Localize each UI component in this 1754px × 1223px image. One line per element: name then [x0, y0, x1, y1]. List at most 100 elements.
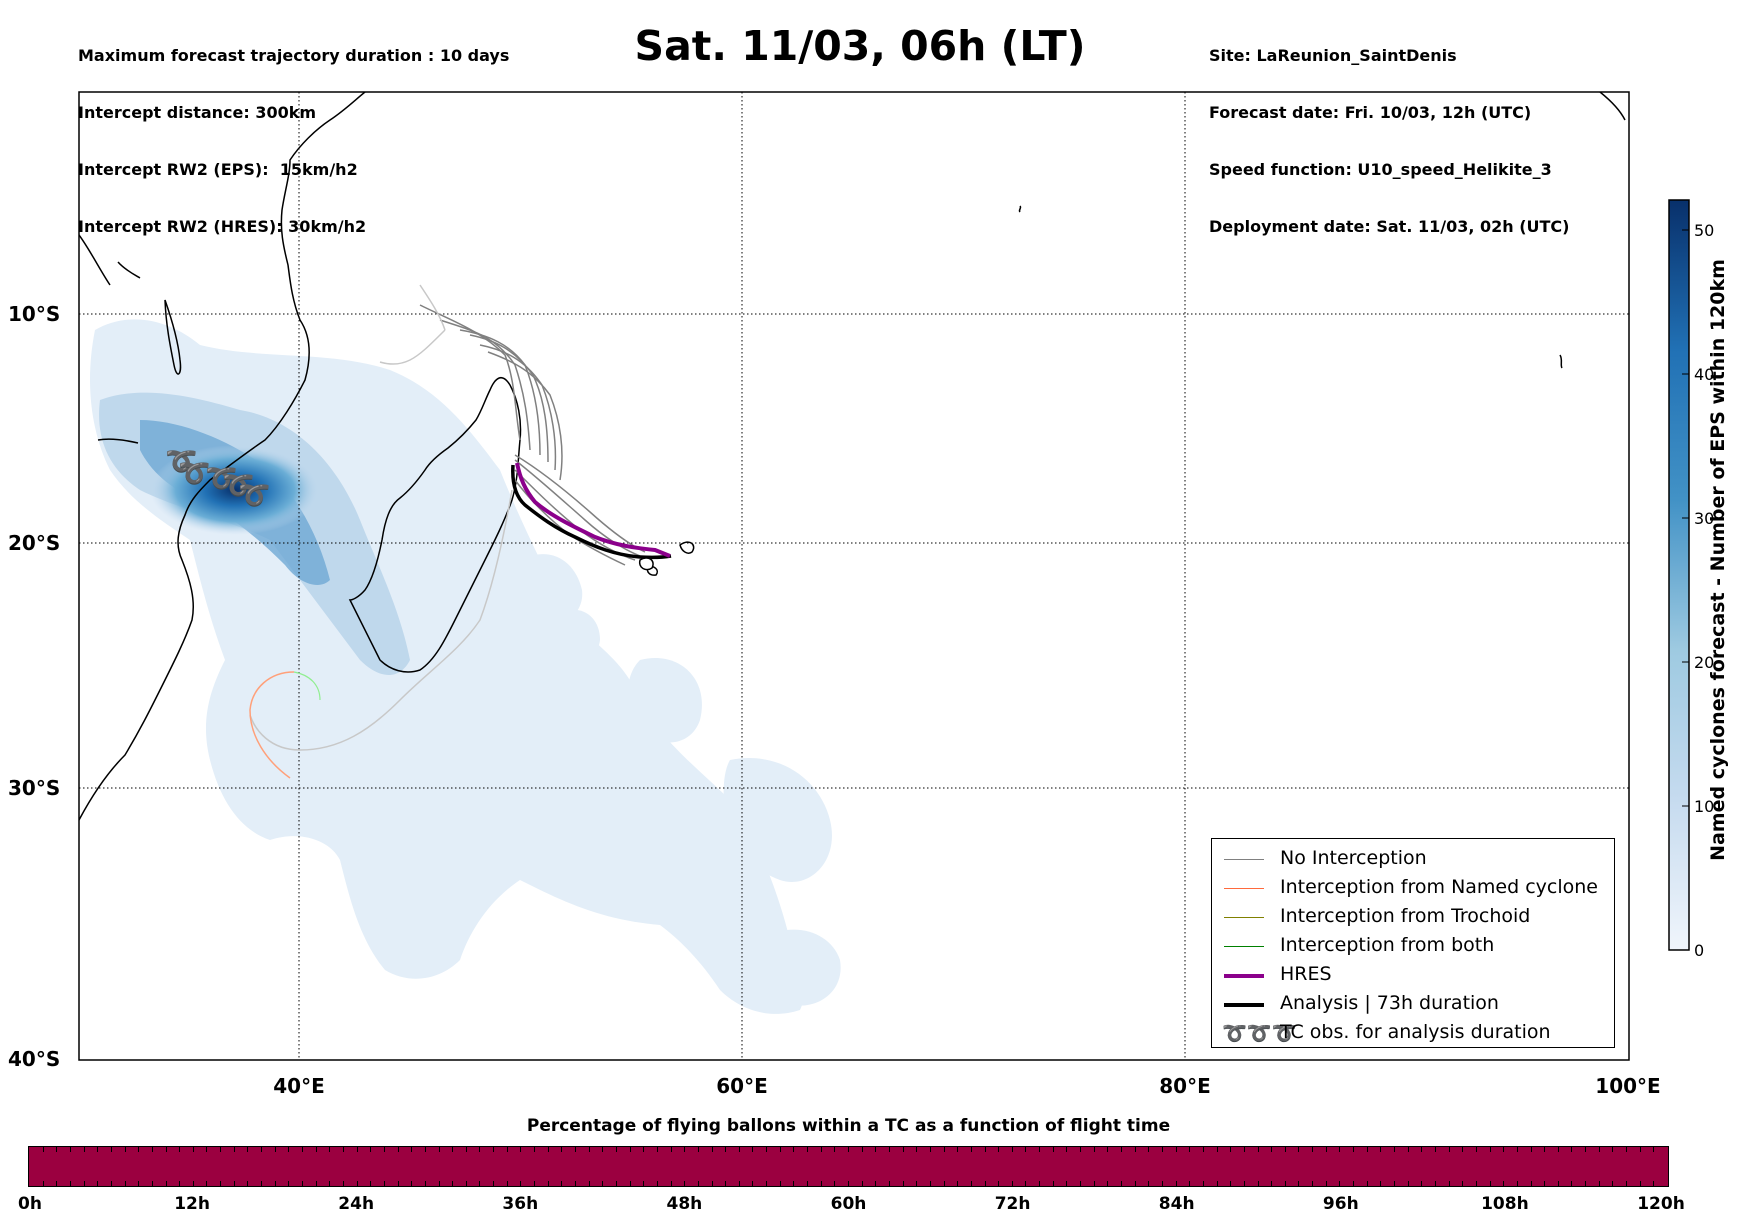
time-bar-minor-tick	[807, 1181, 809, 1186]
time-bar-minor-tick	[697, 1147, 699, 1152]
time-bar-minor-tick	[220, 1181, 222, 1186]
time-bar-minor-tick	[356, 1181, 358, 1186]
forecast-date-text: Forecast date: Fri. 10/03, 12h (UTC)	[1209, 103, 1532, 122]
time-bar-minor-tick	[861, 1181, 863, 1186]
time-bar-minor-tick	[1475, 1181, 1477, 1186]
legend-line-black	[1224, 1003, 1264, 1007]
legend-label-hres: HRES	[1280, 963, 1332, 985]
time-bar-minor-tick	[1257, 1147, 1259, 1152]
time-bar-label: 0h	[18, 1194, 42, 1214]
time-bar-minor-tick	[233, 1181, 235, 1186]
time-bar-minor-tick	[383, 1181, 385, 1186]
time-bar-minor-tick	[1134, 1181, 1136, 1186]
time-bar-minor-tick	[1230, 1147, 1232, 1152]
time-bar-minor-tick	[1080, 1181, 1082, 1186]
time-bar-minor-tick	[438, 1147, 440, 1152]
intercept-distance-text: Intercept distance: 300km	[78, 103, 317, 122]
time-bar-minor-tick	[547, 1147, 549, 1152]
colorbar-title: Named cyclones forecast - Number of EPS …	[1707, 259, 1729, 861]
time-bar-minor-tick	[916, 1147, 918, 1152]
time-bar-label: 84h	[1158, 1194, 1195, 1214]
light-gray-trajectories	[249, 284, 513, 751]
time-bar-minor-tick	[1516, 1181, 1518, 1186]
time-bar-minor-tick	[1503, 1181, 1505, 1186]
time-bar-minor-tick	[438, 1181, 440, 1186]
time-bar-minor-tick	[1107, 1147, 1109, 1152]
time-bar-minor-tick	[970, 1181, 972, 1186]
time-bar-minor-tick	[1175, 1147, 1177, 1152]
deployment-date-text: Deployment date: Sat. 11/03, 02h (UTC)	[1209, 217, 1570, 236]
svg-text:➰: ➰	[238, 481, 270, 511]
time-bar-minor-tick	[42, 1181, 44, 1186]
time-bar-minor-tick	[534, 1147, 536, 1152]
time-bar-minor-tick	[1230, 1181, 1232, 1186]
time-bar-minor-tick	[725, 1181, 727, 1186]
time-bar-minor-tick	[684, 1181, 686, 1186]
time-bar-minor-tick	[1175, 1181, 1177, 1186]
time-bar-minor-tick	[1216, 1147, 1218, 1152]
time-bar-label: 108h	[1481, 1194, 1529, 1214]
time-bar-minor-tick	[1148, 1181, 1150, 1186]
header-left-info: Maximum forecast trajectory duration : 1…	[78, 8, 509, 255]
time-bar-minor-tick	[670, 1181, 672, 1186]
time-bar-minor-tick	[602, 1181, 604, 1186]
time-bar-minor-tick	[1612, 1181, 1614, 1186]
time-bar-minor-tick	[165, 1181, 167, 1186]
time-bar-minor-tick	[643, 1147, 645, 1152]
time-bar-minor-tick	[752, 1181, 754, 1186]
legend-line-purple	[1224, 974, 1264, 978]
time-bar-minor-tick	[970, 1147, 972, 1152]
time-bar-minor-tick	[342, 1147, 344, 1152]
time-bar-minor-tick	[165, 1147, 167, 1152]
time-bar-minor-tick	[1066, 1147, 1068, 1152]
time-bar-minor-tick	[1080, 1147, 1082, 1152]
graticule	[79, 92, 1629, 1060]
time-bar-minor-tick	[861, 1147, 863, 1152]
time-bar-minor-tick	[329, 1181, 331, 1186]
time-bar-minor-tick	[1639, 1181, 1641, 1186]
time-bar-minor-tick	[807, 1147, 809, 1152]
time-bar-minor-tick	[1557, 1181, 1559, 1186]
time-bar-minor-tick	[1421, 1181, 1423, 1186]
time-bar-minor-tick	[1312, 1181, 1314, 1186]
time-bar-minor-tick	[875, 1147, 877, 1152]
time-bar-minor-tick	[1257, 1181, 1259, 1186]
time-bar-minor-tick	[1475, 1147, 1477, 1152]
time-bar-minor-tick	[383, 1147, 385, 1152]
time-bar-minor-tick	[834, 1181, 836, 1186]
time-bar-minor-tick	[1093, 1181, 1095, 1186]
time-bar	[28, 1146, 1669, 1187]
time-bar-minor-tick	[1544, 1181, 1546, 1186]
time-bar-minor-tick	[179, 1147, 181, 1152]
time-bar-minor-tick	[902, 1181, 904, 1186]
time-bar-minor-tick	[1011, 1181, 1013, 1186]
time-bar-minor-tick	[1189, 1147, 1191, 1152]
time-bar-minor-tick	[1202, 1181, 1204, 1186]
colorbar-tick-50: 50	[1694, 221, 1714, 240]
time-bar-minor-tick	[575, 1181, 576, 1186]
coastlines	[79, 92, 1626, 821]
colorbar-tick-40: 40	[1694, 365, 1714, 384]
time-bar-minor-tick	[1407, 1181, 1409, 1186]
lat-label-20s: 20°S	[8, 531, 60, 555]
time-bar-minor-tick	[274, 1181, 276, 1186]
time-bar-minor-tick	[206, 1147, 208, 1152]
time-bar-minor-tick	[1448, 1181, 1450, 1186]
time-bar-minor-tick	[302, 1181, 303, 1186]
map-frame	[78, 91, 1630, 1061]
time-bar-minor-tick	[247, 1147, 249, 1152]
time-bar-minor-tick	[1462, 1147, 1464, 1152]
time-bar-minor-tick	[1394, 1147, 1395, 1152]
legend-item-trochoid: Interception from Trochoid	[1218, 903, 1613, 932]
time-bar-minor-tick	[493, 1147, 495, 1152]
time-bar-minor-tick	[1407, 1147, 1409, 1152]
time-bar-minor-tick	[1284, 1147, 1286, 1152]
time-bar-minor-tick	[656, 1181, 658, 1186]
time-bar-minor-tick	[302, 1147, 303, 1152]
time-bar-minor-tick	[902, 1147, 904, 1152]
time-bar-minor-tick	[643, 1181, 645, 1186]
time-bar-minor-tick	[1312, 1147, 1314, 1152]
time-bar-minor-tick	[370, 1181, 372, 1186]
time-bar-minor-tick	[479, 1181, 481, 1186]
time-bar-minor-tick	[957, 1147, 959, 1152]
